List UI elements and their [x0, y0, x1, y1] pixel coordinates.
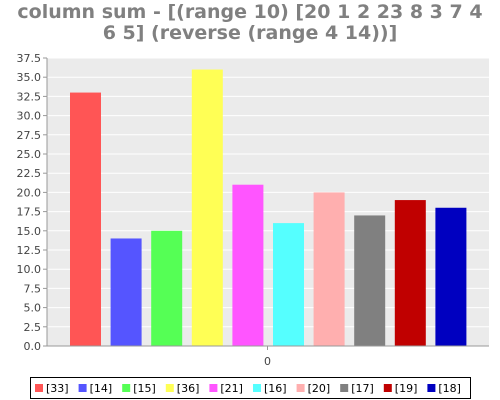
y-tick-label: 20.0	[17, 186, 42, 199]
legend-label: [20]	[308, 382, 331, 395]
bar	[70, 92, 101, 346]
chart-title: column sum - [(range 10) [20 1 2 23 8 3 …	[0, 2, 500, 44]
legend-label: [33]	[46, 382, 69, 395]
legend-swatch	[35, 384, 43, 392]
legend-swatch	[165, 384, 174, 392]
y-tick-label: 37.5	[17, 52, 42, 65]
y-tick-label: 2.5	[24, 321, 42, 334]
y-tick-label: 15.0	[17, 225, 42, 238]
legend-label: [19]	[395, 382, 418, 395]
bar	[435, 207, 467, 346]
x-tick-label: 0	[264, 355, 271, 368]
legend-swatch	[78, 384, 87, 392]
legend-swatch	[296, 384, 305, 392]
bar	[151, 230, 183, 346]
y-tick-label: 17.5	[17, 206, 42, 219]
bar	[273, 223, 304, 346]
x-axis: 0	[47, 345, 489, 368]
y-tick-label: 5.0	[24, 302, 42, 315]
legend-label: [16]	[264, 382, 287, 395]
chart-title-line-1: column sum - [(range 10) [20 1 2 23 8 3 …	[17, 1, 483, 23]
legend-swatch	[427, 384, 436, 392]
legend: [33] [14] [15] [36] [21] [16] [20] [17] [19] [18]	[30, 377, 471, 399]
legend-swatch	[209, 384, 218, 392]
legend-label: [18]	[438, 382, 461, 395]
y-tick-label: 30.0	[17, 110, 42, 123]
legend-swatch	[122, 384, 131, 392]
legend-label: [21]	[220, 382, 243, 395]
chart-title-line-2: 6 5] (reverse (range 4 14))]	[102, 22, 398, 44]
y-tick-label: 7.5	[24, 282, 42, 295]
legend-box	[30, 377, 471, 399]
y-tick-label: 25.0	[17, 148, 42, 161]
legend-label: [17]	[351, 382, 374, 395]
legend-label: [36]	[177, 382, 200, 395]
y-tick-label: 22.5	[17, 167, 42, 180]
y-tick-label: 0.0	[24, 340, 42, 353]
y-tick-label: 32.5	[17, 90, 42, 103]
y-tick-label: 27.5	[17, 129, 42, 142]
bar	[110, 238, 142, 346]
y-tick-label: 10.0	[17, 263, 42, 276]
legend-swatch	[253, 384, 261, 392]
bars	[70, 69, 467, 347]
bar	[394, 200, 426, 346]
y-tick-label: 35.0	[17, 71, 42, 84]
y-axis: 0.0 2.5 5.0 7.5 10.0 12.5 15.0 17.5 20.0 22.5 25.0…	[17, 52, 48, 353]
legend-label: [14]	[90, 382, 113, 395]
bar	[191, 69, 223, 347]
legend-label: [15]	[133, 382, 156, 395]
bar	[354, 215, 386, 346]
bar	[232, 184, 264, 346]
bar	[313, 192, 345, 346]
legend-swatch	[340, 384, 349, 392]
y-tick-label: 12.5	[17, 244, 42, 257]
legend-swatch	[383, 384, 392, 392]
